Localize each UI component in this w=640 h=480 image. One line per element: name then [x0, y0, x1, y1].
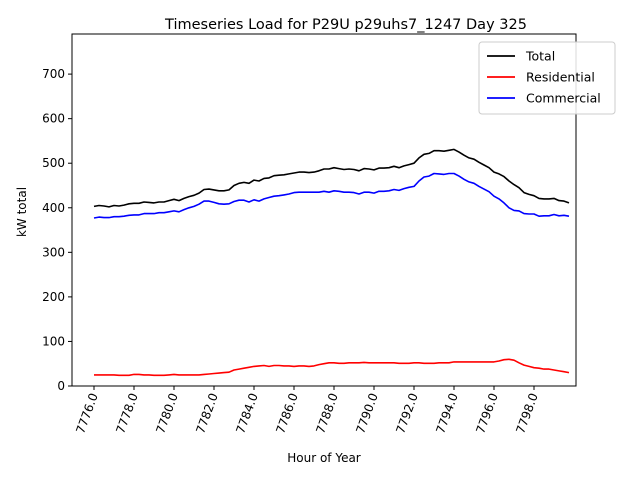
y-tick-label: 500 — [42, 156, 65, 170]
y-tick-label: 400 — [42, 201, 65, 215]
x-tick-label: 7792.0 — [393, 391, 421, 435]
y-axis: 0 100 200 300 400 500 600 700 — [42, 67, 72, 393]
x-axis: 7776.0 7778.0 7780.0 7782.0 7784.0 7786.0 7788… — [73, 386, 541, 435]
series-line-residential — [94, 358, 570, 377]
x-tick-label: 7784.0 — [233, 391, 261, 435]
x-tick-label: 7780.0 — [153, 391, 181, 435]
legend-label-commercial: Commercial — [526, 91, 601, 106]
x-tick-label: 7782.0 — [193, 391, 221, 435]
x-tick-label: 7778.0 — [113, 391, 141, 435]
x-axis-label: Hour of Year — [287, 451, 361, 465]
x-tick-label: 7790.0 — [353, 391, 381, 435]
y-axis-label: kW total — [15, 187, 29, 237]
plot-frame — [71, 33, 577, 387]
legend-frame — [478, 41, 616, 115]
x-tick-label: 7796.0 — [473, 391, 501, 435]
y-tick-label: 0 — [57, 379, 65, 393]
x-tick-label: 7788.0 — [313, 391, 341, 435]
plot-lines — [93, 148, 570, 377]
legend: Total Residential Commercial — [478, 41, 616, 115]
y-tick-label: 600 — [42, 112, 65, 126]
y-tick-label: 200 — [42, 290, 65, 304]
x-tick-label: 7798.0 — [513, 391, 541, 435]
y-tick-label: 300 — [42, 245, 65, 259]
chart-title: Timeseries Load for P29U p29uhs7_1247 Da… — [164, 17, 527, 33]
x-tick-label: 7794.0 — [433, 391, 461, 435]
series-line-total — [93, 148, 570, 208]
x-tick-label: 7786.0 — [273, 391, 301, 435]
y-tick-label: 100 — [42, 334, 65, 348]
legend-label-residential: Residential — [526, 70, 595, 85]
series-line-commercial — [93, 172, 570, 219]
y-tick-label: 700 — [42, 67, 65, 81]
x-tick-label: 7776.0 — [73, 391, 101, 435]
legend-label-total: Total — [525, 49, 555, 64]
